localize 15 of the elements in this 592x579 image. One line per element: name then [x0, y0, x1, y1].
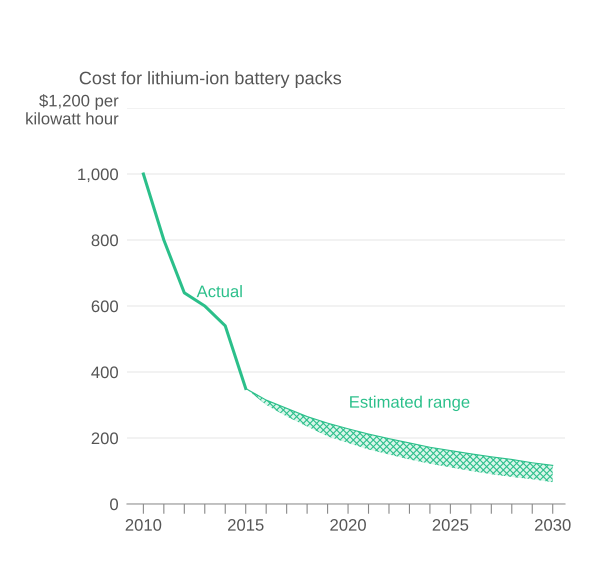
y-tick-label: 800	[92, 234, 118, 246]
x-tick-label: 2030	[535, 519, 571, 531]
x-tick-label: 2025	[432, 519, 468, 531]
y-tick-label: 600	[92, 300, 118, 312]
x-tick-label: 2015	[228, 519, 264, 531]
x-tick-label: 2020	[330, 519, 366, 531]
y-tick-label: 1,000	[78, 168, 118, 182]
series-label: Estimated range	[350, 396, 470, 412]
y-tick-label: 200	[92, 432, 118, 444]
x-tick-label: 2010	[126, 519, 162, 531]
series-label: Actual	[196, 285, 242, 298]
y-tick-label: 400	[91, 366, 118, 378]
chart-title: Cost for lithium-ion battery packs	[80, 71, 342, 88]
y-tick-label: $1,200 per kilowatt hour	[26, 94, 118, 125]
y-tick-label: 0	[110, 498, 118, 510]
